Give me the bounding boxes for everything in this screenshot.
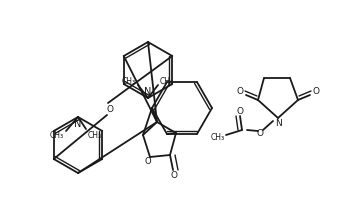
Text: O: O: [257, 130, 264, 138]
Text: O: O: [313, 87, 319, 97]
Text: O: O: [106, 105, 114, 113]
Text: O: O: [170, 171, 177, 179]
Text: CH₃: CH₃: [160, 77, 174, 87]
Text: CH₃: CH₃: [122, 77, 136, 87]
Text: CH₃: CH₃: [88, 130, 102, 140]
Text: CH₃: CH₃: [50, 132, 64, 140]
Text: N: N: [74, 119, 82, 129]
Text: O: O: [237, 107, 243, 115]
Text: CH₃: CH₃: [211, 133, 225, 143]
Text: O: O: [145, 158, 151, 166]
Text: O: O: [237, 87, 243, 97]
Text: N: N: [144, 87, 152, 97]
Text: N: N: [274, 120, 281, 128]
